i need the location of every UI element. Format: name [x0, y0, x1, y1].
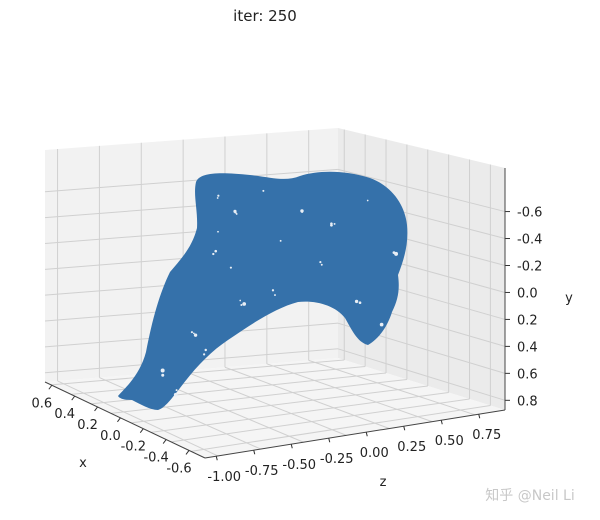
point-gap — [173, 392, 178, 397]
point-gap — [320, 263, 323, 266]
point-gap — [204, 348, 207, 352]
x-tick-mark — [48, 384, 53, 390]
x-axis-line — [44, 381, 206, 459]
point-gap — [242, 302, 247, 306]
z-tick-mark — [440, 420, 443, 425]
z-tick-label: -0.50 — [282, 458, 316, 473]
y-tick-label: 0.0 — [517, 286, 538, 301]
point-gap — [202, 353, 206, 356]
point-gap — [216, 197, 219, 199]
point-gap — [193, 333, 198, 337]
point-gap — [366, 199, 369, 202]
z-tick-mark — [290, 444, 293, 449]
y-tick-label: -0.6 — [517, 206, 542, 221]
z-tick-label: -1.00 — [207, 470, 241, 485]
point-gap — [233, 209, 237, 214]
y-tick-label: 0.2 — [517, 313, 538, 328]
x-tick-mark — [162, 439, 167, 444]
y-tick-label: 0.8 — [517, 394, 538, 409]
point-gap — [262, 189, 265, 192]
z-gridline-floor — [130, 385, 428, 424]
point-cloud-gaps — [160, 189, 399, 397]
point-cloud — [118, 171, 408, 410]
point-gap — [330, 222, 333, 225]
point-gap — [279, 239, 282, 242]
z-gridline-floor — [70, 365, 366, 395]
z-tick-mark — [403, 426, 406, 431]
y-gridline-right — [337, 348, 506, 401]
x-tick-mark — [185, 450, 190, 455]
point-gap — [229, 266, 232, 269]
point-gap — [274, 294, 276, 297]
point-gap — [212, 252, 215, 256]
z-axis-label: z — [380, 475, 387, 490]
x-tick-mark — [117, 417, 121, 423]
x-tick-mark — [71, 395, 76, 401]
point-gap — [217, 194, 220, 197]
z-tick-label: 0.00 — [360, 446, 389, 461]
point-gap — [354, 299, 359, 304]
z-tick-label: 0.25 — [397, 440, 426, 455]
point-gap — [240, 303, 243, 306]
z-tick-mark — [328, 438, 331, 443]
z-axis-line — [204, 409, 506, 459]
watermark: 知乎 @Neil Li — [485, 487, 574, 504]
point-gap — [214, 249, 218, 253]
point-gap — [271, 289, 275, 292]
x-tick-label: 0.4 — [54, 407, 75, 422]
point-gap — [301, 211, 304, 213]
x-tick-mark — [139, 428, 144, 433]
point-gap — [392, 251, 396, 255]
z-tick-label: 0.75 — [472, 428, 501, 443]
z-tick-label: 0.50 — [435, 434, 464, 449]
x-tick-label: -0.2 — [121, 440, 146, 455]
z-tick-mark — [365, 432, 368, 437]
point-gap — [379, 322, 384, 327]
x-tick-label: 0.6 — [32, 396, 53, 411]
x-tick-label: 0.2 — [77, 418, 98, 433]
y-tick-label: 0.6 — [517, 367, 538, 382]
point-gap — [358, 301, 362, 305]
y-tick-label: -0.4 — [517, 233, 542, 248]
y-axis-label: y — [565, 291, 573, 306]
point-gap — [190, 331, 194, 334]
z-gridline-floor — [50, 359, 345, 386]
z-tick-mark — [478, 414, 481, 419]
y-tick-label: 0.4 — [517, 340, 538, 355]
tick-marks — [44, 168, 510, 461]
y-tick-label: -0.2 — [517, 259, 542, 274]
x-tick-label: -0.6 — [166, 461, 191, 476]
z-gridline-floor — [150, 391, 449, 433]
point-gap — [175, 389, 178, 392]
x-tick-mark — [94, 406, 98, 412]
point-gap — [239, 299, 242, 302]
point-gap — [217, 230, 219, 233]
x-tick-label: -0.4 — [143, 451, 168, 466]
y-gridline-left — [44, 168, 339, 193]
x-axis-label: x — [79, 456, 87, 471]
z-tick-label: -0.25 — [320, 452, 354, 467]
point-gap — [161, 373, 165, 377]
point-gap — [193, 332, 195, 335]
y-gridline-right — [337, 168, 506, 213]
point-gap — [333, 222, 336, 225]
point-gap — [235, 213, 238, 215]
z-tick-label: -0.75 — [245, 464, 279, 479]
z-gridline-floor — [170, 398, 470, 443]
z-tick-mark — [253, 450, 256, 455]
point-gap — [160, 368, 165, 373]
point-gap — [319, 261, 322, 264]
z-gridline-floor — [190, 404, 491, 452]
chart-title: iter: 250 — [233, 7, 297, 25]
x-tick-label: 0.0 — [100, 429, 121, 444]
z-tick-mark — [215, 456, 218, 461]
